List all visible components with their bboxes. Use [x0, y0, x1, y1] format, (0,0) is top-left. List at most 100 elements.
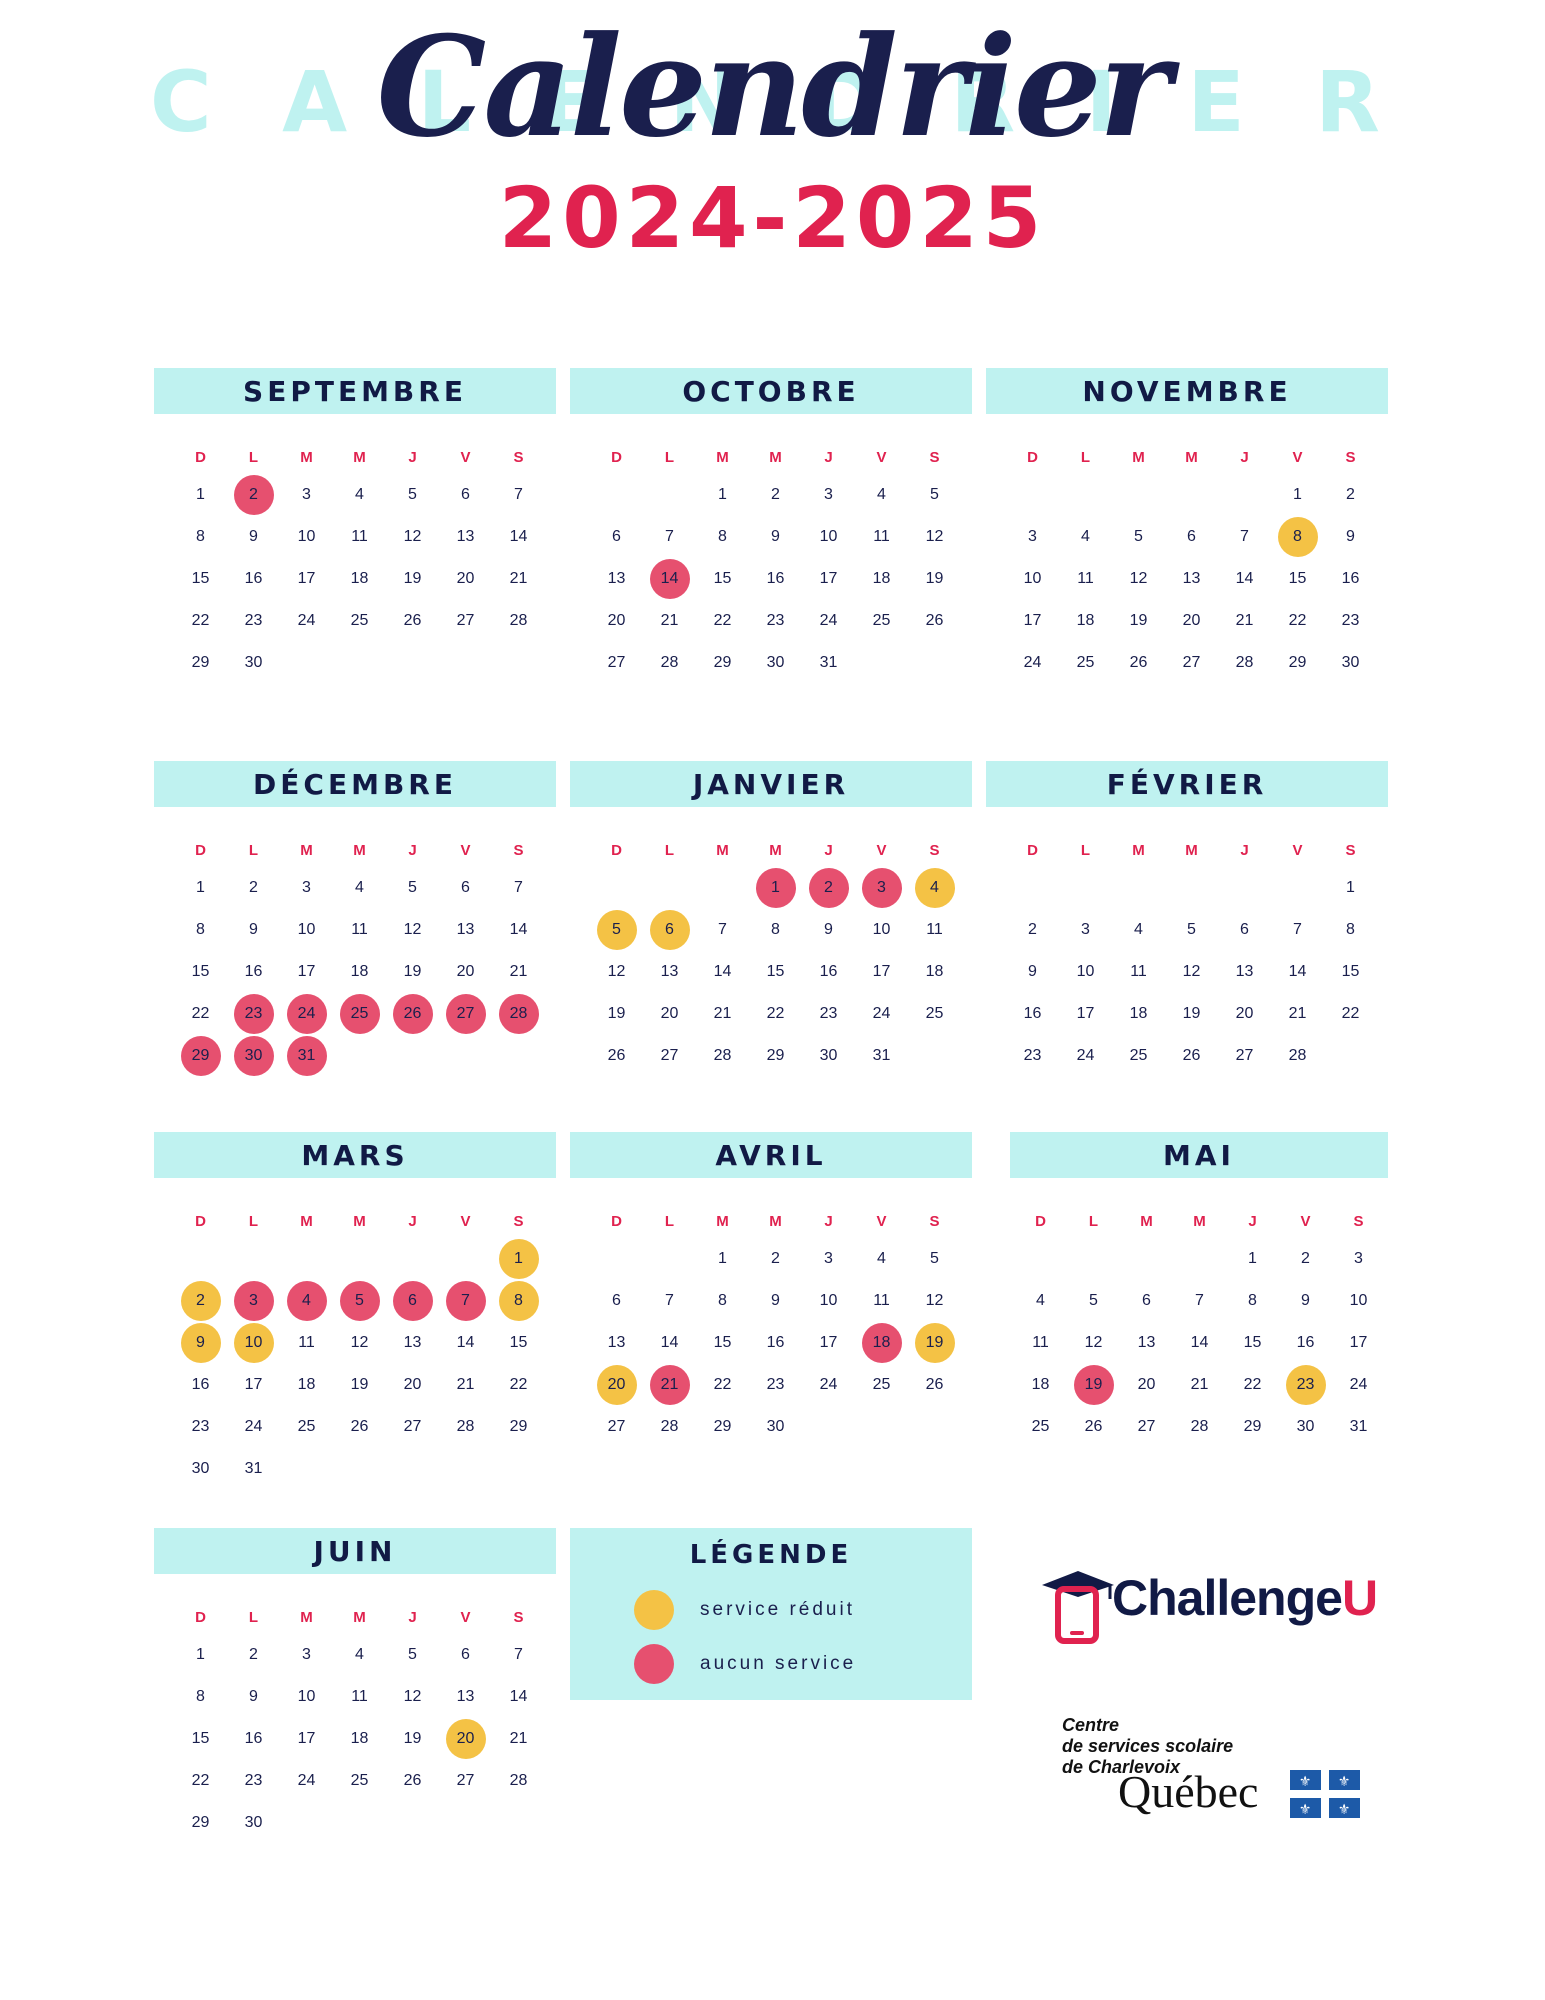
day-number: 17	[297, 963, 316, 980]
day-number: 20	[607, 612, 626, 629]
day-number: 11	[351, 528, 368, 545]
day-cell: 23	[1324, 600, 1377, 642]
day-cell: 25	[280, 1406, 333, 1448]
day-cell: 13	[439, 909, 492, 951]
day-cell: 17	[802, 1322, 855, 1364]
day-cell: 10	[855, 909, 908, 951]
day-number: 29	[713, 654, 732, 671]
day-cell: 15	[492, 1322, 545, 1364]
day-cell: 19	[1067, 1364, 1120, 1406]
day-cell: 4	[1014, 1280, 1067, 1322]
day-number: 18	[1076, 612, 1095, 629]
day-number: 11	[351, 1688, 368, 1705]
day-cell: 18	[1014, 1364, 1067, 1406]
day-number: 19	[403, 570, 422, 587]
day-number: 31	[872, 1047, 891, 1064]
day-cell: 10	[802, 1280, 855, 1322]
day-number: 11	[298, 1334, 315, 1351]
day-cell: 7	[643, 516, 696, 558]
day-number: 9	[180, 1323, 221, 1363]
day-cell: 2	[1324, 474, 1377, 516]
empty-cell	[1218, 867, 1271, 909]
day-number: 9	[824, 921, 833, 938]
day-cell: 13	[439, 1676, 492, 1718]
day-cell: 12	[386, 516, 439, 558]
day-number: 3	[1028, 528, 1037, 545]
challengeu-logo: ChallengeU	[1040, 1565, 1400, 1645]
day-cell: 2	[227, 867, 280, 909]
day-cell: 16	[174, 1364, 227, 1406]
day-cell: 23	[749, 1364, 802, 1406]
day-number: 18	[1129, 1005, 1148, 1022]
day-number: 7	[1240, 528, 1249, 545]
day-number: 16	[244, 1730, 263, 1747]
day-cell: 30	[227, 642, 280, 684]
day-number: 30	[819, 1047, 838, 1064]
day-cell: 15	[1324, 951, 1377, 993]
day-number: 12	[403, 921, 422, 938]
month-header: MAI	[1010, 1132, 1388, 1178]
day-cell: 17	[802, 558, 855, 600]
day-number: 10	[297, 528, 316, 545]
day-cell: 10	[1006, 558, 1059, 600]
day-cell: 15	[749, 951, 802, 993]
day-cell: 9	[227, 516, 280, 558]
day-cell: 23	[227, 600, 280, 642]
day-cell: 24	[280, 1760, 333, 1802]
day-cell: 3	[802, 474, 855, 516]
day-cell: 31	[1332, 1406, 1385, 1448]
day-number: 29	[180, 1036, 221, 1076]
weekday-label: M	[1132, 841, 1145, 859]
day-number: 16	[819, 963, 838, 980]
day-number: 1	[718, 1250, 727, 1267]
weekday-label: V	[460, 448, 471, 466]
day-cell: 30	[749, 642, 802, 684]
day-cell: 24	[1059, 1035, 1112, 1077]
day-cell: 6	[590, 516, 643, 558]
day-number: 28	[509, 612, 528, 629]
day-cell: 21	[492, 951, 545, 993]
day-number: 7	[665, 1292, 674, 1309]
weekday-label: D	[611, 1212, 622, 1230]
empty-cell	[643, 1238, 696, 1280]
day-number: 2	[233, 475, 274, 515]
day-number: 9	[249, 528, 258, 545]
day-number: 28	[456, 1418, 475, 1435]
day-cell: 8	[696, 1280, 749, 1322]
day-number: 20	[1235, 1005, 1254, 1022]
day-number: 31	[819, 654, 838, 671]
csc-line-3: de Charlevoix	[1062, 1757, 1181, 1777]
day-cell: 26	[1112, 642, 1165, 684]
day-number: 2	[180, 1281, 221, 1321]
day-number: 1	[1293, 486, 1302, 503]
day-cell: 3	[855, 867, 908, 909]
day-cell: 4	[908, 867, 961, 909]
day-cell: 1	[1271, 474, 1324, 516]
day-cell: 14	[492, 909, 545, 951]
day-cell: 23	[174, 1406, 227, 1448]
day-number: 9	[1346, 528, 1355, 545]
day-cell: 23	[1279, 1364, 1332, 1406]
day-number: 23	[819, 1005, 838, 1022]
day-number: 24	[244, 1418, 263, 1435]
day-number: 13	[456, 528, 475, 545]
day-cell: 15	[696, 1322, 749, 1364]
day-number: 22	[713, 1376, 732, 1393]
weekday-label: M	[300, 448, 313, 466]
day-number: 29	[191, 1814, 210, 1831]
day-cell: 22	[174, 993, 227, 1035]
day-number: 24	[286, 994, 327, 1034]
day-cell: 9	[227, 1676, 280, 1718]
day-cell: 14	[492, 1676, 545, 1718]
day-number: 30	[244, 1814, 263, 1831]
background-letter: D	[810, 53, 880, 151]
day-number: 19	[607, 1005, 626, 1022]
day-number: 8	[196, 921, 205, 938]
day-number: 2	[771, 1250, 780, 1267]
weekday-label: V	[1292, 841, 1303, 859]
day-cell: 4	[333, 867, 386, 909]
day-number: 4	[1134, 921, 1143, 938]
day-cell: 16	[227, 558, 280, 600]
day-cell: 9	[749, 1280, 802, 1322]
